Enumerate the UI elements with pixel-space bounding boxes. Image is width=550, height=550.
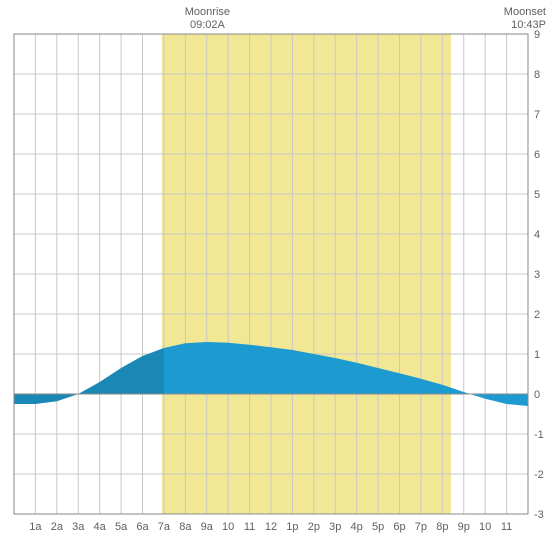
svg-text:2: 2 [534,309,540,321]
svg-text:0: 0 [534,389,540,401]
tide-chart: Moonrise 09:02A Moonset 10:43P -3-2-1012… [0,0,550,550]
svg-text:10: 10 [479,521,491,533]
chart-svg: -3-2-101234567891a2a3a4a5a6a7a8a9a101112… [0,0,550,550]
moonset-label: Moonset 10:43P [504,6,546,32]
svg-text:2a: 2a [51,521,64,533]
svg-text:8a: 8a [179,521,192,533]
svg-text:6a: 6a [136,521,149,533]
svg-text:9p: 9p [458,521,470,533]
svg-text:4: 4 [534,229,540,241]
moonrise-label: Moonrise 09:02A [177,6,237,32]
moonset-time: 10:43P [504,19,546,32]
svg-text:1a: 1a [29,521,42,533]
svg-text:11: 11 [501,521,512,533]
svg-text:10: 10 [222,521,234,533]
svg-text:1p: 1p [286,521,298,533]
svg-text:8p: 8p [436,521,448,533]
svg-text:7: 7 [534,109,540,121]
svg-text:7a: 7a [158,521,171,533]
svg-text:-2: -2 [534,469,544,481]
svg-text:6p: 6p [393,521,405,533]
svg-text:-1: -1 [534,429,544,441]
svg-text:3a: 3a [72,521,85,533]
svg-text:2p: 2p [308,521,320,533]
svg-text:9a: 9a [201,521,214,533]
svg-text:4a: 4a [94,521,107,533]
svg-text:5: 5 [534,189,540,201]
svg-text:8: 8 [534,69,540,81]
svg-text:1: 1 [534,349,540,361]
svg-text:3p: 3p [329,521,341,533]
svg-text:-3: -3 [534,509,544,521]
svg-text:6: 6 [534,149,540,161]
svg-text:3: 3 [534,269,540,281]
svg-text:5p: 5p [372,521,384,533]
svg-text:4p: 4p [351,521,363,533]
svg-text:7p: 7p [415,521,427,533]
svg-text:5a: 5a [115,521,128,533]
moonrise-title: Moonrise [177,6,237,19]
moonset-title: Moonset [504,6,546,19]
svg-text:11: 11 [244,521,255,533]
moonrise-time: 09:02A [177,19,237,32]
svg-text:12: 12 [265,521,277,533]
